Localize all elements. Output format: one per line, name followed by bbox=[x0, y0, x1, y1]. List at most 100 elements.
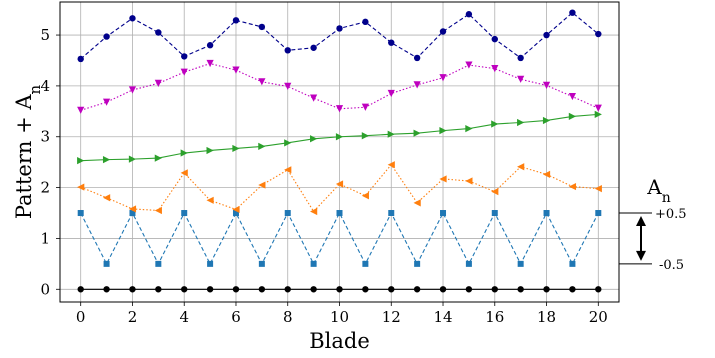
series-4 bbox=[77, 59, 602, 114]
data-point bbox=[388, 210, 395, 217]
series-0 bbox=[77, 286, 602, 293]
y-tick-label: 1 bbox=[40, 229, 50, 247]
data-point bbox=[465, 11, 473, 18]
data-point bbox=[491, 35, 498, 43]
data-point bbox=[491, 120, 499, 128]
x-tick-label: 16 bbox=[485, 308, 504, 326]
data-point bbox=[517, 286, 524, 293]
data-point bbox=[517, 75, 525, 83]
data-point bbox=[284, 286, 291, 293]
series-line bbox=[80, 62, 599, 111]
data-point bbox=[362, 18, 369, 26]
x-tick-label: 0 bbox=[76, 308, 86, 326]
data-point bbox=[413, 54, 421, 62]
data-point bbox=[517, 260, 524, 267]
y-tick-label: 3 bbox=[40, 128, 50, 146]
data-point bbox=[258, 260, 265, 267]
amplitude-annotation-title: An bbox=[646, 175, 670, 206]
amplitude-annotation-title-subscript: n bbox=[662, 190, 671, 206]
data-point bbox=[362, 260, 369, 267]
amplitude-annotation-title-main: A bbox=[646, 175, 662, 199]
series-line bbox=[80, 211, 599, 266]
data-point bbox=[310, 286, 317, 293]
data-point bbox=[491, 188, 499, 196]
data-point bbox=[568, 92, 577, 101]
data-point bbox=[206, 59, 214, 68]
amplitude-lower-label: -0.5 bbox=[659, 258, 684, 273]
data-point bbox=[568, 112, 577, 121]
data-point bbox=[103, 33, 110, 40]
data-point bbox=[594, 104, 602, 112]
data-point bbox=[77, 55, 84, 63]
data-point bbox=[387, 130, 395, 138]
data-point bbox=[336, 210, 343, 217]
data-point bbox=[284, 210, 291, 217]
data-point bbox=[129, 210, 136, 217]
grid bbox=[60, 2, 619, 302]
data-point bbox=[569, 9, 576, 16]
data-point bbox=[284, 82, 292, 91]
data-point bbox=[154, 154, 162, 162]
data-point bbox=[439, 286, 447, 293]
y-axis-label-subscript: n bbox=[26, 84, 44, 94]
data-point bbox=[155, 286, 162, 293]
x-tick-label: 4 bbox=[179, 308, 189, 326]
data-point bbox=[180, 169, 188, 177]
data-point bbox=[414, 260, 421, 267]
amplitude-annotation: An +0.5 -0.5 bbox=[619, 175, 687, 273]
data-point bbox=[102, 194, 111, 202]
data-point bbox=[155, 29, 162, 36]
data-point bbox=[517, 163, 525, 171]
data-point bbox=[258, 181, 266, 189]
data-point bbox=[595, 210, 602, 217]
data-point bbox=[335, 180, 344, 188]
data-point bbox=[517, 54, 524, 62]
data-point bbox=[77, 210, 84, 217]
data-point bbox=[387, 161, 395, 169]
data-point bbox=[542, 170, 551, 178]
data-point bbox=[413, 286, 421, 293]
data-point bbox=[465, 61, 473, 69]
x-axis-label: Blade bbox=[309, 329, 370, 353]
data-point bbox=[129, 286, 136, 293]
data-point bbox=[102, 98, 111, 106]
data-point bbox=[491, 65, 499, 73]
data-point bbox=[207, 260, 214, 267]
data-point bbox=[439, 127, 447, 135]
data-point bbox=[491, 286, 498, 293]
data-point bbox=[77, 106, 85, 114]
x-tick-label: 10 bbox=[330, 308, 349, 326]
data-point bbox=[128, 86, 137, 94]
data-point bbox=[77, 157, 85, 165]
data-point bbox=[387, 89, 395, 98]
y-tick-label: 5 bbox=[40, 26, 50, 44]
series-1 bbox=[77, 210, 602, 267]
y-tick-label: 0 bbox=[40, 280, 50, 298]
x-tick-label: 12 bbox=[382, 308, 401, 326]
series-2 bbox=[77, 161, 602, 216]
data-point bbox=[465, 286, 473, 293]
data-point bbox=[569, 286, 576, 293]
data-point bbox=[128, 205, 137, 213]
data-point bbox=[594, 185, 602, 193]
data-point bbox=[335, 105, 344, 113]
data-point bbox=[439, 74, 447, 82]
data-point bbox=[362, 286, 369, 293]
data-point bbox=[232, 144, 240, 153]
data-point bbox=[181, 210, 188, 217]
data-point bbox=[154, 79, 162, 87]
data-point bbox=[388, 39, 395, 46]
data-point bbox=[465, 177, 473, 185]
data-point bbox=[336, 286, 343, 293]
data-point bbox=[543, 31, 550, 39]
data-point bbox=[594, 110, 602, 118]
data-point bbox=[413, 129, 421, 137]
data-point bbox=[258, 142, 266, 151]
data-point bbox=[465, 260, 472, 267]
data-point bbox=[413, 81, 421, 89]
data-point bbox=[543, 286, 550, 293]
data-point bbox=[206, 196, 214, 204]
data-point bbox=[258, 78, 266, 86]
